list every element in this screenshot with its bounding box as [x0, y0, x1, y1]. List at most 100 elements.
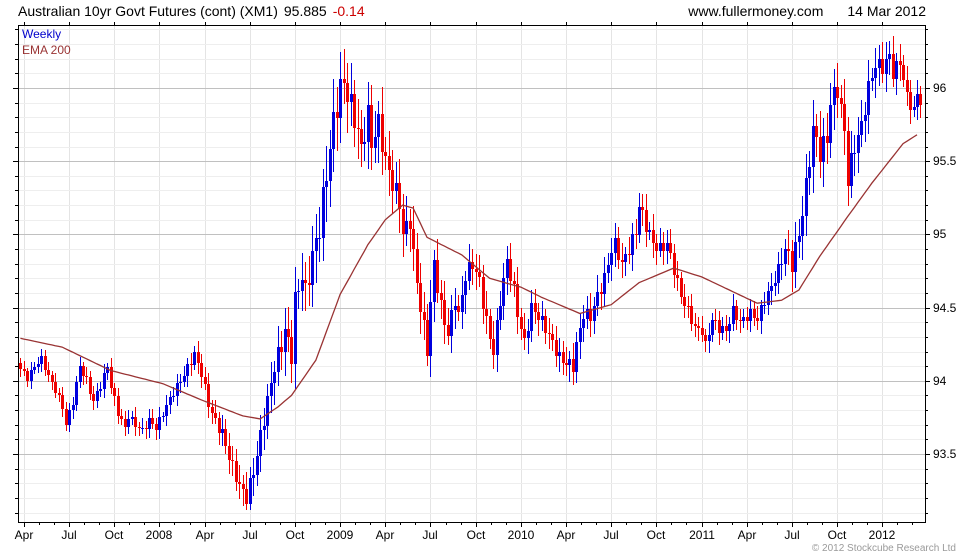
candle-body	[23, 369, 26, 371]
candle-body	[895, 61, 898, 79]
candle-body	[363, 142, 366, 144]
x-tick-label: 2010	[508, 528, 535, 542]
candle-body	[89, 377, 92, 394]
candle-body	[867, 81, 870, 115]
candle-body	[350, 94, 353, 102]
candle-body	[899, 61, 902, 65]
candle-body	[492, 339, 495, 355]
candle-body	[155, 424, 158, 430]
candle-body	[499, 306, 502, 320]
candle-body	[805, 178, 808, 216]
candle-body	[409, 221, 412, 229]
candle-body	[676, 275, 679, 278]
candle-body	[579, 328, 582, 342]
candle-body	[652, 230, 655, 243]
candle-body	[798, 236, 801, 242]
candle-body	[85, 376, 88, 377]
candle-body	[878, 59, 881, 68]
candle-body	[214, 413, 217, 418]
candle-body	[687, 306, 690, 307]
candle-body	[600, 292, 603, 294]
candle-body	[826, 136, 829, 143]
candle-body	[329, 149, 332, 181]
candle-body	[357, 128, 360, 129]
candle-body	[308, 283, 311, 285]
y-tick-label: 95	[933, 227, 947, 241]
candle-body	[381, 114, 384, 152]
candle-body	[395, 183, 398, 191]
chart-date: 14 Mar 2012	[847, 3, 926, 19]
candle-body	[673, 253, 676, 275]
candle-body	[617, 238, 620, 260]
candle-body	[297, 291, 300, 292]
candle-body	[426, 320, 429, 356]
candle-body	[534, 303, 537, 312]
candle-body	[607, 265, 610, 273]
y-tick-label: 94	[933, 374, 947, 388]
candle-body	[516, 284, 519, 317]
candle-body	[148, 418, 151, 429]
candle-body	[235, 461, 238, 482]
candle-body	[558, 352, 561, 356]
candle-body	[697, 326, 700, 328]
x-tick-label: Apr	[738, 528, 757, 542]
candle-body	[506, 259, 509, 278]
candle-body	[134, 417, 137, 427]
candle-body	[245, 489, 248, 504]
x-tick-label: Apr	[557, 528, 576, 542]
candle-body	[902, 65, 905, 80]
candle-body	[92, 394, 95, 401]
candle-body	[669, 243, 672, 253]
candle-body	[273, 372, 276, 383]
candle-body	[169, 397, 172, 405]
candle-body	[343, 79, 346, 83]
candle-body	[822, 136, 825, 162]
candle-body	[242, 484, 245, 489]
candle-body	[193, 352, 196, 365]
candle-body	[694, 324, 697, 326]
candle-body	[860, 121, 863, 135]
candle-body	[638, 207, 641, 235]
candle-body	[44, 356, 47, 370]
candle-body	[770, 286, 773, 291]
candle-body	[565, 363, 568, 365]
candle-body	[763, 305, 766, 306]
candle-body	[711, 320, 714, 335]
candle-body	[318, 238, 321, 239]
candle-body	[79, 366, 82, 382]
candle-body	[482, 277, 485, 309]
candle-body	[186, 364, 189, 376]
candle-body	[259, 430, 262, 456]
candle-body	[252, 475, 255, 478]
candle-body	[815, 126, 818, 137]
candle-body	[874, 68, 877, 78]
x-tick-label: Oct	[286, 528, 305, 542]
candle-body	[263, 426, 266, 430]
candle-body	[742, 317, 745, 321]
website-link[interactable]: www.fullermoney.com	[688, 3, 824, 19]
candle-body	[714, 320, 717, 321]
candle-body	[183, 376, 186, 382]
candle-body	[840, 98, 843, 104]
candle-body	[520, 317, 523, 329]
candle-body	[277, 347, 280, 372]
page-title: Australian 10yr Govt Futures (cont) (XM1…	[18, 3, 278, 19]
candle-body	[113, 388, 116, 396]
candle-body	[551, 334, 554, 340]
grid-vertical	[24, 25, 883, 522]
candle-body	[596, 292, 599, 306]
candle-body	[457, 306, 460, 312]
candle-body	[760, 305, 763, 321]
x-tick-label: 2012	[869, 528, 896, 542]
price-change: -0.14	[332, 3, 365, 19]
candle-body	[172, 396, 175, 397]
candle-body	[683, 297, 686, 306]
candle-body	[787, 249, 790, 251]
x-tick-label: Apr	[376, 528, 395, 542]
candle-body	[725, 326, 728, 331]
x-tick-label: Oct	[828, 528, 847, 542]
candle-body	[829, 105, 832, 143]
candle-body	[475, 269, 478, 272]
candle-body	[836, 87, 839, 98]
